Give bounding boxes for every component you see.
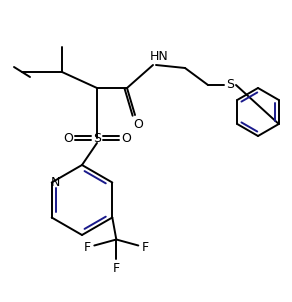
Text: S: S <box>226 79 234 92</box>
Text: O: O <box>63 131 73 144</box>
Text: O: O <box>121 131 131 144</box>
Text: N: N <box>51 176 60 189</box>
Text: F: F <box>113 262 120 275</box>
Text: HN: HN <box>150 50 168 63</box>
Text: S: S <box>93 131 101 144</box>
Text: F: F <box>84 241 91 254</box>
Text: F: F <box>142 241 149 254</box>
Text: O: O <box>133 118 143 131</box>
